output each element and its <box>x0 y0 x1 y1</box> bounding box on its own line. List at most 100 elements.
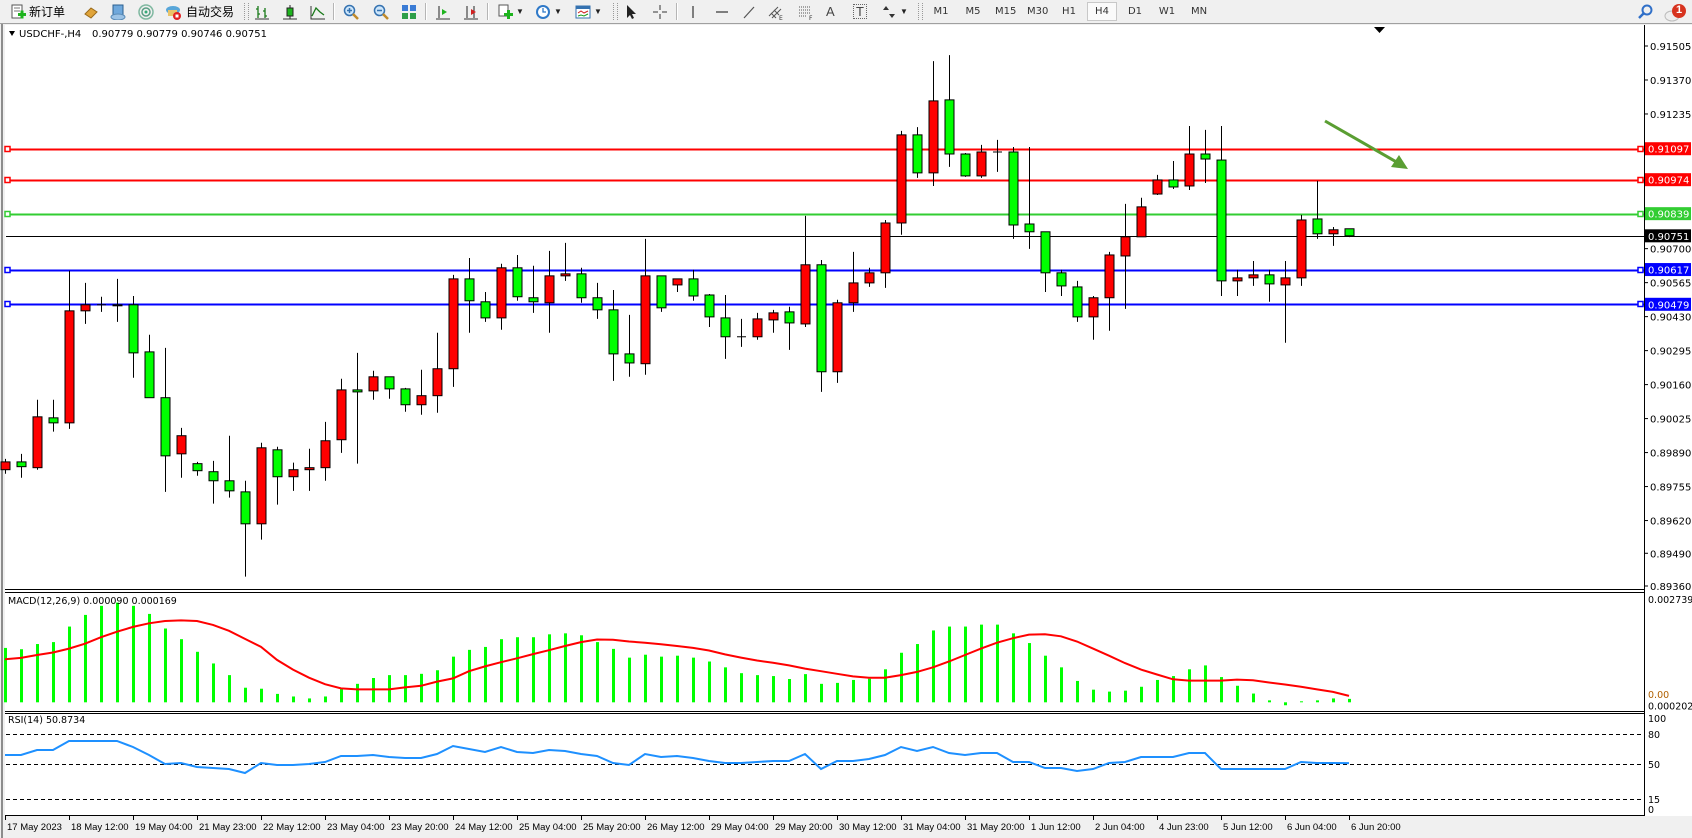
macd-histogram-bar <box>148 613 151 703</box>
signals-button[interactable] <box>138 2 154 21</box>
macd-histogram-bar <box>676 655 679 703</box>
horizontal-line-tool-button[interactable] <box>714 2 730 21</box>
macd-histogram-bar <box>196 651 199 703</box>
candle <box>1040 231 1051 292</box>
auto-trading-button[interactable]: 自动交易 <box>165 2 234 21</box>
timeframe-h4[interactable]: H4 <box>1087 2 1117 21</box>
time-tick-label: 19 May 04:00 <box>135 822 193 833</box>
horizontal-line-icon <box>714 4 730 20</box>
trendline-tool-button[interactable] <box>741 2 757 21</box>
cursor-tool-button[interactable] <box>623 2 639 21</box>
macd-pane[interactable]: MACD(12,26,9) 0.000090 0.000169 0.002739 0… <box>4 595 1692 713</box>
line-handle-icon[interactable] <box>1637 176 1644 184</box>
timeframe-m1[interactable]: M1 <box>933 6 949 17</box>
line-handle-icon[interactable] <box>1637 266 1644 274</box>
line-handle-icon[interactable] <box>1637 300 1644 308</box>
zoom-in-button[interactable] <box>343 2 359 21</box>
line-handle-icon[interactable] <box>4 145 11 153</box>
crosshair-tool-button[interactable] <box>652 2 668 21</box>
search-button[interactable] <box>1637 2 1653 21</box>
macd-histogram-bar <box>884 669 887 703</box>
chevron-down-icon[interactable]: ▼ <box>900 7 908 16</box>
data-window-button[interactable] <box>110 2 126 21</box>
candle-body <box>880 222 891 274</box>
chart-ohlc: 0.90779 0.90779 0.90746 0.90751 <box>92 29 267 40</box>
timeframe-mn[interactable]: MN <box>1190 6 1208 17</box>
timeframe-m15[interactable]: M15 <box>995 6 1017 17</box>
indicators-icon <box>575 4 591 20</box>
arrows-icon <box>881 4 897 20</box>
chart-menu-triangle-icon[interactable] <box>9 31 15 36</box>
time-tick-label: 31 May 04:00 <box>903 822 961 833</box>
notifications-button[interactable]: 1 <box>1664 2 1688 21</box>
time-tick-label: 2 Jun 04:00 <box>1095 822 1145 833</box>
macd-histogram-bar <box>836 682 839 703</box>
chevron-down-icon[interactable]: ▼ <box>594 7 602 16</box>
market-watch-button[interactable] <box>83 2 99 21</box>
arrows-tool-button[interactable]: ▼ <box>881 2 908 21</box>
rsi-pane[interactable]: RSI(14) 50.8734 100 80 50 150 <box>5 714 1666 816</box>
toolbar-grip[interactable] <box>613 3 618 20</box>
new-order-button[interactable]: 新订单 <box>10 2 65 21</box>
macd-histogram-bar <box>980 624 983 703</box>
macd-histogram-bar <box>436 670 439 703</box>
time-tick-label: 18 May 12:00 <box>71 822 129 833</box>
toolbar-grip[interactable] <box>244 3 249 20</box>
candle <box>1312 180 1323 239</box>
candlestick-chart-button[interactable] <box>282 2 298 21</box>
arrow-annotation[interactable] <box>1324 119 1408 169</box>
candle-body <box>48 417 59 424</box>
candle <box>1120 203 1131 309</box>
timeframe-m30[interactable]: M30 <box>1027 6 1049 17</box>
price-tag-label: 0.90479 <box>1648 300 1689 311</box>
line-handle-icon[interactable] <box>1637 145 1644 153</box>
macd-histogram-bar <box>660 656 663 703</box>
autoscroll-button[interactable] <box>463 2 479 21</box>
periodicity-button[interactable]: ▼ <box>535 2 562 21</box>
toolbar-grip[interactable] <box>918 3 923 20</box>
candle-body <box>1248 274 1259 279</box>
bar-chart-button[interactable] <box>254 2 270 21</box>
macd-histogram-bar <box>324 696 327 703</box>
timeframe-w1[interactable]: W1 <box>1158 6 1176 17</box>
time-tick-label: 26 May 12:00 <box>647 822 705 833</box>
price-tick-label: 0.89890 <box>1650 449 1691 460</box>
chart-symbol: USDCHF-,H4 <box>19 29 81 40</box>
timeframe-h1[interactable]: H1 <box>1062 6 1076 17</box>
time-tick-label: 25 May 04:00 <box>519 822 577 833</box>
candle <box>1344 228 1355 238</box>
chevron-down-icon[interactable]: ▼ <box>554 7 562 16</box>
text-tool-button[interactable]: A <box>826 2 835 21</box>
candle-body <box>672 278 683 286</box>
chart-shift-button[interactable] <box>435 2 451 21</box>
candle-body <box>624 353 635 364</box>
line-handle-icon[interactable] <box>4 300 11 308</box>
macd-histogram-bar <box>68 626 71 703</box>
chevron-down-icon[interactable]: ▼ <box>516 7 524 16</box>
vertical-line-tool-button[interactable] <box>685 2 701 21</box>
timeframe-m5[interactable]: M5 <box>965 6 981 17</box>
main-price-pane[interactable] <box>0 55 1644 577</box>
channel-tool-button[interactable]: E <box>768 2 784 22</box>
tile-windows-button[interactable] <box>401 2 417 21</box>
rsi-axis-label: 15 <box>1648 795 1660 806</box>
line-handle-icon[interactable] <box>4 210 11 218</box>
line-handle-icon[interactable] <box>4 176 11 184</box>
line-handle-icon[interactable] <box>4 266 11 274</box>
new-chart-button[interactable]: ▼ <box>497 2 524 21</box>
candle-body <box>64 310 75 424</box>
zoom-out-button[interactable] <box>373 2 389 21</box>
price-tick-label: 0.90295 <box>1650 347 1691 358</box>
macd-histogram-bar <box>212 663 215 703</box>
indicators-button[interactable]: ▼ <box>575 2 602 21</box>
macd-histogram-bar <box>356 683 359 703</box>
time-tick-label: 23 May 20:00 <box>391 822 449 833</box>
text-label-tool-button[interactable]: T <box>853 2 867 21</box>
line-chart-button[interactable] <box>310 2 326 21</box>
fibonacci-tool-button[interactable]: F <box>798 2 814 22</box>
chart-shift-marker-icon[interactable] <box>1374 27 1385 33</box>
macd-histogram-bar <box>868 678 871 703</box>
line-handle-icon[interactable] <box>1637 210 1644 218</box>
timeframe-d1[interactable]: D1 <box>1127 6 1143 17</box>
